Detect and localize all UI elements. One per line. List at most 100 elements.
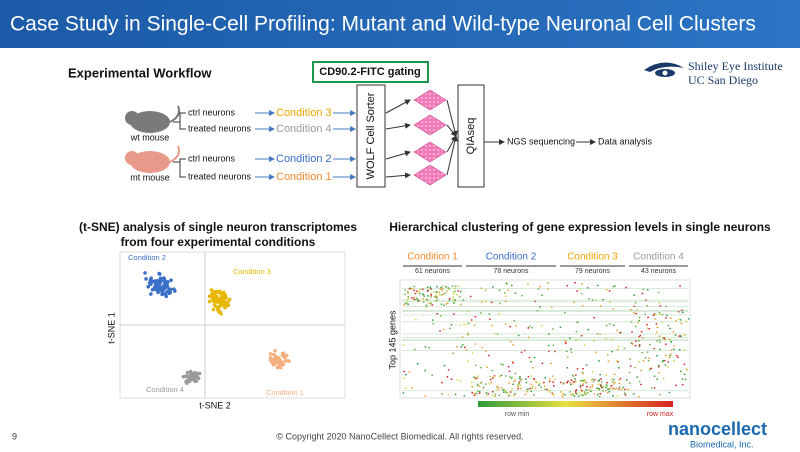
heatmap-cell: [428, 302, 430, 304]
heatmap-cell: [520, 378, 523, 380]
heatmap-cell: [613, 381, 616, 384]
heatmap-cell: [617, 360, 619, 363]
heatmap-cell: [618, 367, 620, 369]
heatmap-cell: [552, 394, 555, 397]
heatmap-cell: [635, 312, 637, 315]
tsne-point: [184, 374, 189, 378]
heatmap-cell: [535, 380, 537, 383]
heatmap-cell: [509, 391, 512, 393]
heatmap-cell: [655, 331, 658, 333]
heatmap-cell: [413, 285, 416, 288]
heatmap-cell: [572, 393, 575, 395]
heatmap-cell: [427, 295, 429, 297]
heatmap-cell: [678, 335, 681, 337]
tsne-point: [277, 358, 282, 362]
heatmap-cell: [447, 369, 450, 371]
heatmap-cell: [512, 362, 514, 364]
heatmap-cell: [423, 295, 425, 298]
heatmap-cell: [619, 378, 622, 380]
tsne-x-label: t-SNE 2: [199, 400, 231, 410]
heatmap-cell: [633, 305, 636, 308]
heatmap-cell: [632, 343, 634, 345]
heatmap-cell: [611, 338, 613, 341]
group-count: 61 neurons: [415, 268, 451, 275]
group-label: Condition 2: [486, 252, 537, 263]
heatmap-cell: [667, 324, 670, 327]
heatmap-cell: [491, 369, 494, 372]
logo-line1: Shiley Eye Institute: [688, 59, 783, 73]
tsne-point: [268, 352, 273, 356]
heatmap-cell: [408, 371, 411, 373]
tsne-point: [187, 379, 192, 384]
heatmap-cell: [670, 353, 672, 355]
heatmap-cell: [578, 392, 581, 394]
heatmap-cell: [479, 366, 482, 369]
heatmap-cell: [620, 331, 623, 334]
heatmap-cell: [498, 289, 501, 291]
heatmap-cell: [414, 318, 417, 321]
heatmap-cell: [444, 292, 446, 294]
heatmap-cell: [529, 360, 532, 363]
heatmap-cell: [560, 391, 562, 393]
heatmap-cell: [638, 340, 640, 342]
heatmap-cell: [678, 318, 680, 321]
heatmap-cell: [537, 288, 540, 290]
heatmap-cell: [525, 378, 527, 380]
heatmap-cell: [576, 290, 578, 292]
heatmap-cell: [550, 306, 553, 309]
heatmap-cell: [580, 380, 582, 382]
heatmap-cell: [609, 301, 611, 303]
heatmap-cell: [473, 324, 476, 326]
heatmap-cell: [417, 300, 419, 303]
heatmap-cell: [463, 395, 466, 397]
heatmap-cell: [590, 379, 593, 382]
heatmap-cell: [613, 373, 616, 375]
heatmap-cell: [498, 387, 500, 389]
heatmap-cell: [635, 340, 637, 342]
heatmap-cell: [573, 395, 576, 397]
heatmap-cell: [599, 333, 601, 336]
tsne-point: [196, 376, 201, 381]
heatmap-cell: [659, 313, 662, 315]
heatmap-cell: [407, 295, 410, 298]
heatmap-cell: [517, 334, 520, 337]
tsne-point: [157, 271, 161, 276]
heatmap-cell: [606, 381, 608, 384]
heatmap-cell: [648, 369, 651, 371]
heatmap-cell: [450, 324, 453, 326]
heatmap-cell: [621, 388, 623, 390]
heatmap-cell: [644, 313, 646, 315]
heatmap-cell: [628, 382, 631, 384]
heatmap-cell: [548, 378, 551, 380]
heatmap-cell: [623, 392, 626, 394]
qiaseq-box: [457, 84, 485, 188]
tsne-point: [181, 374, 186, 379]
heatmap-cell: [436, 292, 438, 294]
heatmap-cell: [513, 394, 516, 397]
heatmap-cell: [440, 303, 443, 305]
heatmap-cell: [566, 381, 568, 384]
heatmap-cell: [659, 341, 661, 343]
heatmap-cell: [655, 323, 658, 325]
heatmap-cell: [431, 319, 434, 321]
heatmap-cell: [441, 381, 443, 384]
heatmap-cell: [486, 366, 488, 368]
heatmap-cell: [661, 321, 664, 323]
heatmap-cell: [612, 378, 615, 381]
heatmap-cell: [656, 340, 658, 342]
heatmap-cell: [576, 368, 579, 370]
tsne-point: [191, 377, 195, 381]
arrow: [385, 150, 411, 160]
heatmap-cell: [612, 285, 615, 288]
heatmap-cell: [582, 383, 584, 385]
heatmap-cell: [418, 291, 420, 294]
heatmap-cell: [588, 389, 591, 391]
tsne-point: [287, 359, 291, 363]
heatmap-cell: [584, 393, 587, 396]
heatmap-cell: [586, 385, 588, 388]
heatmap-cell: [587, 328, 590, 331]
heatmap-cell: [499, 302, 502, 305]
plate: [413, 89, 447, 111]
heatmap-cell: [648, 328, 651, 330]
heatmap-cell: [618, 388, 620, 390]
